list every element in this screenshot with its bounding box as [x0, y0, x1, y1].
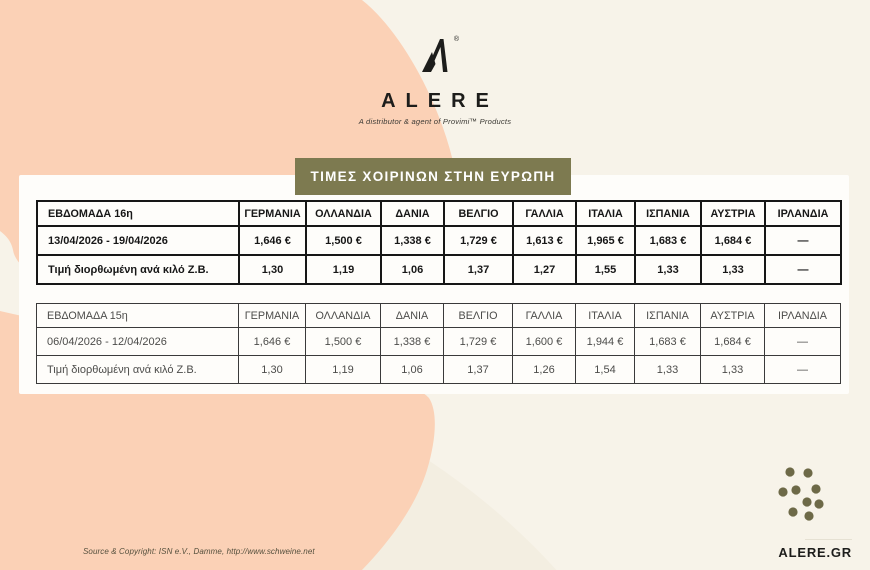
country-header: ΓΑΛΛΙΑ: [512, 200, 577, 227]
price-cell: 1,684 €: [700, 225, 766, 256]
country-header: ΟΛΛΑΝΔΙΑ: [305, 200, 382, 227]
adjusted-cell: 1,06: [380, 254, 445, 285]
country-header: ΔΑΝΙΑ: [380, 303, 444, 328]
price-cell: 1,613 €: [512, 225, 577, 256]
adjusted-cell: 1,37: [443, 355, 513, 384]
price-cell: 1,338 €: [380, 225, 445, 256]
adjusted-cell: 1,30: [238, 355, 306, 384]
price-cell: 1,683 €: [634, 225, 702, 256]
price-cell: 1,646 €: [238, 225, 307, 256]
adjusted-cell: 1,55: [575, 254, 636, 285]
price-cell: 1,729 €: [443, 327, 513, 356]
footer-divider: [805, 539, 852, 540]
country-header: ΙΣΠΑΝΙΑ: [634, 303, 701, 328]
adjusted-cell: 1,27: [512, 254, 577, 285]
country-header: ΓΕΡΜΑΝΙΑ: [238, 200, 307, 227]
country-header: ΓΕΡΜΑΝΙΑ: [238, 303, 306, 328]
adjusted-cell: 1,37: [443, 254, 514, 285]
country-header: ΙΣΠΑΝΙΑ: [634, 200, 702, 227]
page-title: ΤΙΜΕΣ ΧΟΙΡΙΝΩΝ ΣΤΗΝ ΕΥΡΩΠΗ: [310, 169, 556, 184]
registered-mark: ®: [453, 36, 459, 43]
price-row: 06/04/2026 - 12/04/2026 1,646 €1,500 €1,…: [36, 327, 841, 356]
price-cell: 1,684 €: [700, 327, 765, 356]
price-row: 13/04/2026 - 19/04/2026 1,646 €1,500 €1,…: [36, 225, 842, 256]
price-cell: 1,683 €: [634, 327, 701, 356]
adjusted-cell: 1,19: [305, 254, 382, 285]
price-cell: 1,965 €: [575, 225, 636, 256]
alere-logo: ® ALERE A distributor & agent of Provimi…: [315, 36, 555, 126]
price-cell: 1,600 €: [512, 327, 576, 356]
title-banner: ΤΙΜΕΣ ΧΟΙΡΙΝΩΝ ΣΤΗΝ ΕΥΡΩΠΗ: [295, 158, 571, 195]
country-header: ΙΤΑΛΙΑ: [575, 303, 635, 328]
adjusted-label: Τιμή διορθωμένη ανά κιλό Ζ.Β.: [36, 355, 239, 384]
table-header-row: ΕΒΔΟΜΑΔΑ 16η ΓΕΡΜΑΝΙΑ ΟΛΛΑΝΔΙΑ ΔΑΝΙΑ ΒΕΛΓΙΟ…: [36, 200, 842, 227]
alere-gr-text: ALERE.GR: [778, 545, 852, 560]
price-cell: —: [764, 225, 842, 256]
adjusted-cell: —: [764, 254, 842, 285]
date-range: 06/04/2026 - 12/04/2026: [36, 327, 239, 356]
adjusted-label: Τιμή διορθωμένη ανά κιλό Ζ.Β.: [36, 254, 240, 285]
adjusted-cell: 1,33: [634, 355, 701, 384]
country-header: ΙΡΛΑΝΔΙΑ: [764, 303, 841, 328]
source-copyright-text: Source & Copyright: ISN e.V., Damme, htt…: [83, 547, 315, 556]
week-label: ΕΒΔΟΜΑΔΑ 16η: [36, 200, 240, 227]
adjusted-cell: 1,26: [512, 355, 576, 384]
country-header: ΟΛΛΑΝΔΙΑ: [305, 303, 381, 328]
country-header: ΒΕΛΓΙΟ: [443, 200, 514, 227]
country-header: ΙΤΑΛΙΑ: [575, 200, 636, 227]
adjusted-cell: 1,06: [380, 355, 444, 384]
price-table-week-16: ΕΒΔΟΜΑΔΑ 16η ΓΕΡΜΑΝΙΑ ΟΛΛΑΝΔΙΑ ΔΑΝΙΑ ΒΕΛΓΙΟ…: [36, 200, 842, 285]
adjusted-row: Τιμή διορθωμένη ανά κιλό Ζ.Β. 1,30 1,19 1,…: [36, 355, 841, 384]
price-table-week-15: ΕΒΔΟΜΑΔΑ 15η ΓΕΡΜΑΝΙΑ ΟΛΛΑΝΔΙΑ ΔΑΝΙΑ ΒΕΛΓΙΟ…: [36, 303, 841, 384]
adjusted-cell: 1,33: [634, 254, 702, 285]
alere-logo-mark: ®: [420, 36, 459, 74]
week-label: ΕΒΔΟΜΑΔΑ 15η: [36, 303, 239, 328]
country-header: ΑΥΣΤΡΙΑ: [700, 303, 765, 328]
adjusted-cell: 1,54: [575, 355, 635, 384]
country-header: ΓΑΛΛΙΑ: [512, 303, 576, 328]
price-cell: —: [764, 327, 841, 356]
alere-logo-mark-icon: [422, 39, 448, 72]
country-header: ΒΕΛΓΙΟ: [443, 303, 513, 328]
country-header: ΔΑΝΙΑ: [380, 200, 445, 227]
logo-tagline: A distributor & agent of Provimi™ Produc…: [358, 117, 512, 126]
adjusted-cell: 1,33: [700, 254, 766, 285]
adjusted-cell: —: [764, 355, 841, 384]
adjusted-cell: 1,33: [700, 355, 765, 384]
table-header-row: ΕΒΔΟΜΑΔΑ 15η ΓΕΡΜΑΝΙΑ ΟΛΛΑΝΔΙΑ ΔΑΝΙΑ ΒΕΛΓΙΟ…: [36, 303, 841, 328]
country-header: ΑΥΣΤΡΙΑ: [700, 200, 766, 227]
date-range: 13/04/2026 - 19/04/2026: [36, 225, 240, 256]
dots-cluster-icon: [778, 467, 824, 521]
price-cell: 1,338 €: [380, 327, 444, 356]
adjusted-row: Τιμή διορθωμένη ανά κιλό Ζ.Β. 1,30 1,19 1,…: [36, 254, 842, 285]
price-cell: 1,944 €: [575, 327, 635, 356]
adjusted-cell: 1,19: [305, 355, 381, 384]
price-cell: 1,646 €: [238, 327, 306, 356]
adjusted-cell: 1,30: [238, 254, 307, 285]
price-cell: 1,729 €: [443, 225, 514, 256]
country-header: ΙΡΛΑΝΔΙΑ: [764, 200, 842, 227]
logo-wordmark: ALERE: [381, 90, 499, 112]
price-cell: 1,500 €: [305, 225, 382, 256]
price-cell: 1,500 €: [305, 327, 381, 356]
